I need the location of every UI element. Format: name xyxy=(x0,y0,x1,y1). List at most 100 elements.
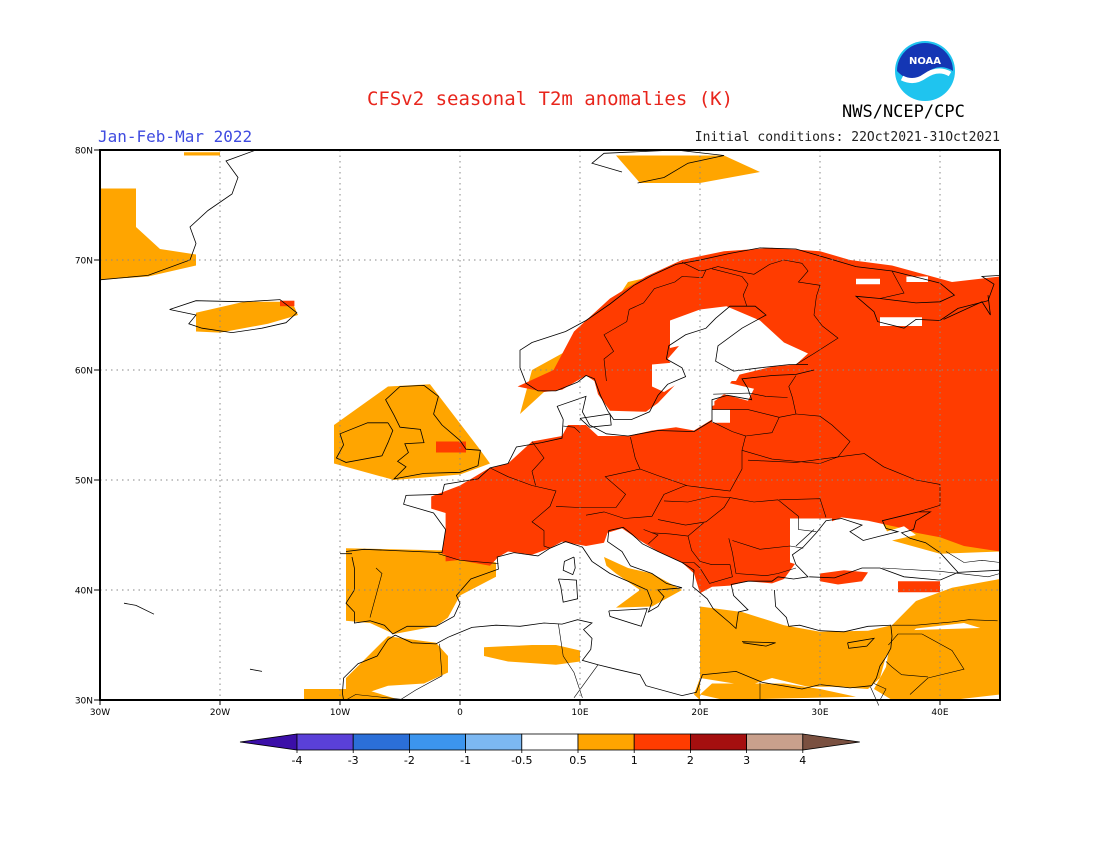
country-border xyxy=(555,437,641,508)
coastline xyxy=(558,578,579,603)
coastline xyxy=(335,422,394,463)
latitude-label: 50N xyxy=(75,477,93,487)
colorbar-segment xyxy=(296,733,354,751)
noaa-logo-icon: NOAA xyxy=(895,41,955,101)
coastline xyxy=(345,369,815,554)
country-border xyxy=(639,468,687,486)
country-border xyxy=(603,269,707,382)
country-border xyxy=(888,633,965,695)
coastline-layer xyxy=(99,149,1001,706)
colorbar-label: -3 xyxy=(348,754,359,767)
colorbar-segment xyxy=(746,733,804,751)
anomaly-region-0.5-1 xyxy=(874,627,1000,700)
forecast-period: Jan-Feb-Mar 2022 xyxy=(98,127,253,146)
country-border xyxy=(879,270,905,299)
neutral-region xyxy=(832,521,916,544)
coastline xyxy=(943,295,991,320)
svg-text:NOAA: NOAA xyxy=(909,56,941,67)
country-border xyxy=(870,686,880,706)
country-border xyxy=(345,694,409,701)
neutral-region xyxy=(906,276,928,282)
anomaly-region-0.5-1 xyxy=(334,384,490,480)
graticule-layer xyxy=(94,149,1000,705)
map-title: CFSv2 seasonal T2m anomalies (K) xyxy=(366,88,734,110)
neutral-region xyxy=(700,370,742,381)
colorbar-label: -0.5 xyxy=(511,754,532,767)
map-frame xyxy=(99,149,1001,701)
country-border xyxy=(558,624,583,698)
anomaly-region-0.5-1 xyxy=(694,579,1000,700)
country-border xyxy=(369,567,383,618)
neutral-region xyxy=(712,409,730,423)
country-border xyxy=(585,421,746,519)
country-border xyxy=(563,425,581,433)
country-border xyxy=(732,540,804,550)
country-border xyxy=(712,409,780,418)
country-border xyxy=(729,497,817,532)
agency-label: NWS/NCEP/CPC xyxy=(842,102,965,122)
colorbar-label: 4 xyxy=(799,754,806,767)
country-border xyxy=(892,619,998,626)
coastline xyxy=(608,608,648,627)
coastline xyxy=(345,511,959,635)
country-border xyxy=(885,661,929,678)
colorbar-label: 0.5 xyxy=(569,754,587,767)
anomaly-region-0.5-1 xyxy=(346,548,496,634)
longitude-label: 20E xyxy=(691,708,708,718)
country-border xyxy=(711,268,749,307)
colorbar-segment xyxy=(690,733,748,751)
country-border xyxy=(741,413,851,464)
anomaly-region-0.5-1 xyxy=(100,188,196,280)
country-border xyxy=(681,259,803,275)
country-border xyxy=(643,529,659,545)
country-border xyxy=(651,522,704,537)
longitude-label: 10W xyxy=(330,708,350,718)
colorbar-arrow-low xyxy=(239,733,298,751)
longitude-label: 30E xyxy=(811,708,828,718)
anomaly-region-0.5-1 xyxy=(196,301,298,333)
neutral-region xyxy=(670,306,742,348)
longitude-label: 20W xyxy=(210,708,230,718)
country-border xyxy=(945,551,1001,563)
coastline xyxy=(519,247,1001,420)
country-border xyxy=(747,453,941,513)
anomaly-region-1-2 xyxy=(820,570,868,585)
colorbar-segment xyxy=(633,733,691,751)
latitude-label: 30N xyxy=(75,697,93,707)
country-border xyxy=(873,683,887,701)
country-border xyxy=(531,441,545,486)
country-border xyxy=(489,467,557,549)
coastline xyxy=(591,149,725,184)
colorbar-label: 1 xyxy=(631,754,638,767)
country-border xyxy=(728,538,797,577)
coastline xyxy=(562,556,576,576)
anomaly-region-0.5-1 xyxy=(700,683,856,700)
coastline xyxy=(741,641,776,647)
anomaly-region-1-2 xyxy=(445,548,466,562)
country-border xyxy=(682,536,733,584)
country-border xyxy=(657,496,731,526)
neutral-region xyxy=(790,518,832,568)
colorbar-segment xyxy=(577,733,635,751)
anomaly-region-0.5-1 xyxy=(184,152,220,156)
longitude-label: 30W xyxy=(90,708,110,718)
longitude-label: 0 xyxy=(457,708,463,718)
neutral-region xyxy=(880,317,922,326)
coastline xyxy=(579,413,612,428)
coastline xyxy=(123,602,155,615)
anomaly-region-0.5-1 xyxy=(616,155,760,183)
colorbar-label: -4 xyxy=(292,754,303,767)
country-border xyxy=(573,664,599,698)
anomaly-region-0.5-1 xyxy=(484,645,580,665)
colorbar-segment xyxy=(521,733,579,751)
longitude-label: 10E xyxy=(571,708,588,718)
anomaly-region-0.5-1 xyxy=(346,636,448,700)
anomaly-region-1-2 xyxy=(898,581,940,593)
coastline xyxy=(169,299,298,334)
colorbar-segment xyxy=(408,733,466,751)
country-border xyxy=(438,553,499,564)
colorbar-label: 3 xyxy=(743,754,750,767)
coastline xyxy=(249,668,263,672)
